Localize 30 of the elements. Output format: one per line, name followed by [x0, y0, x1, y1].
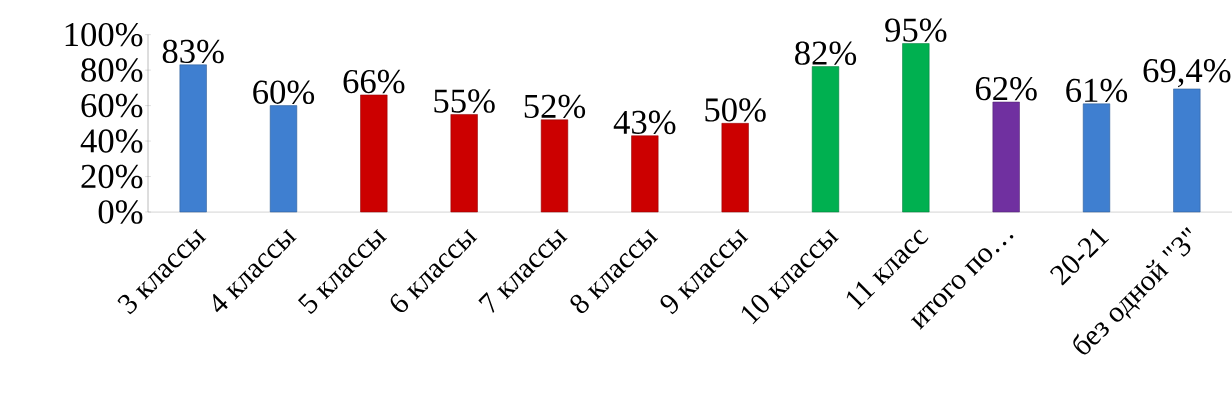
data-label: 95% — [885, 18, 947, 42]
bar — [450, 114, 478, 213]
bar — [992, 101, 1020, 213]
data-label: 82% — [795, 41, 857, 65]
bar — [269, 105, 298, 213]
y-tick-label: 40% — [80, 129, 143, 153]
data-label: 83% — [162, 39, 224, 64]
bar — [631, 135, 659, 213]
y-tick-label: 0% — [98, 200, 143, 224]
y-tick-label: 60% — [81, 93, 143, 118]
bar — [179, 64, 207, 213]
bar — [1173, 88, 1201, 213]
bar — [902, 43, 930, 213]
bar — [1082, 103, 1111, 213]
bar — [360, 94, 388, 213]
bar — [811, 66, 840, 213]
bar — [540, 119, 569, 213]
y-tick-label: 100% — [65, 22, 143, 47]
y-tick-label: 20% — [81, 164, 143, 189]
y-tick-label: 80% — [81, 58, 143, 82]
data-label: 66% — [343, 69, 405, 94]
data-label: 50% — [705, 98, 766, 122]
data-label: 60% — [253, 80, 315, 104]
data-label: 62% — [975, 76, 1037, 101]
data-label: 69,4% — [1143, 58, 1231, 88]
data-label: 52% — [524, 94, 586, 119]
data-label: 61% — [1066, 78, 1128, 103]
data-label: 55% — [434, 89, 495, 113]
data-label: 43% — [613, 110, 676, 135]
bar — [721, 123, 749, 213]
